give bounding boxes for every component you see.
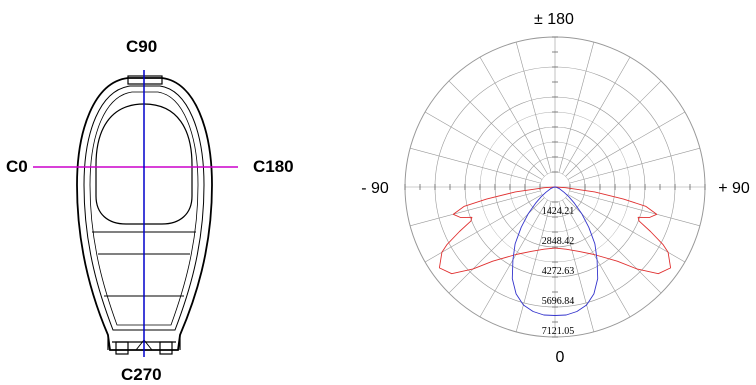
luminaire-body-outer [76, 77, 213, 351]
ring-value-label: 2848.42 [542, 236, 575, 247]
plane-label-c180: C180 [253, 157, 294, 176]
polar-spoke [515, 201, 552, 332]
polar-spoke [410, 147, 541, 184]
ring-value-label: 5696.84 [542, 296, 575, 307]
ring-value-label: 1424.21 [542, 206, 575, 217]
angle-label-right: + 90 [718, 180, 750, 197]
polar-spoke [558, 201, 595, 332]
angle-label-left: - 90 [361, 180, 389, 197]
polar-spoke [424, 194, 543, 263]
polar-spoke [565, 197, 662, 294]
polar-spoke [410, 190, 541, 227]
polar-spoke [562, 199, 631, 318]
polar-spoke [479, 199, 548, 318]
polar-spoke [569, 147, 700, 184]
luminaire-body-inner-2 [89, 91, 199, 326]
polar-spoke [515, 42, 552, 173]
polar-spoke [448, 197, 545, 294]
ring-value-label: 7121.05 [542, 326, 575, 337]
angle-label-top: ± 180 [534, 11, 574, 28]
plane-label-c90: C90 [126, 37, 157, 56]
polar-ring-labels: 1424.21 2848.42 4272.63 5696.84 7121.05 [542, 206, 575, 337]
polar-spoke [479, 56, 548, 175]
polar-spoke [558, 42, 595, 173]
luminaire-body-inner [83, 85, 205, 331]
polar-spoke [567, 111, 686, 180]
curve-c90-c270 [511, 186, 599, 316]
polar-curves [438, 186, 672, 316]
polar-spoke [448, 80, 545, 177]
polar-spoke [567, 194, 686, 263]
ring-value-label: 4272.63 [542, 266, 575, 277]
luminaire-mount-right-tab [159, 341, 173, 355]
polar-spoke [424, 111, 543, 180]
polar-spoke [562, 56, 631, 175]
luminaire-top-clip [127, 75, 163, 85]
curve-c0-c180 [438, 186, 672, 275]
polar-spoke [569, 190, 700, 227]
polar-spoke [565, 80, 662, 177]
angle-label-bottom: 0 [556, 349, 565, 366]
polar-grid [404, 36, 706, 338]
luminaire-mount-left-tab [115, 341, 129, 355]
plane-label-c270: C270 [121, 365, 162, 384]
plane-label-c0: C0 [6, 157, 28, 176]
